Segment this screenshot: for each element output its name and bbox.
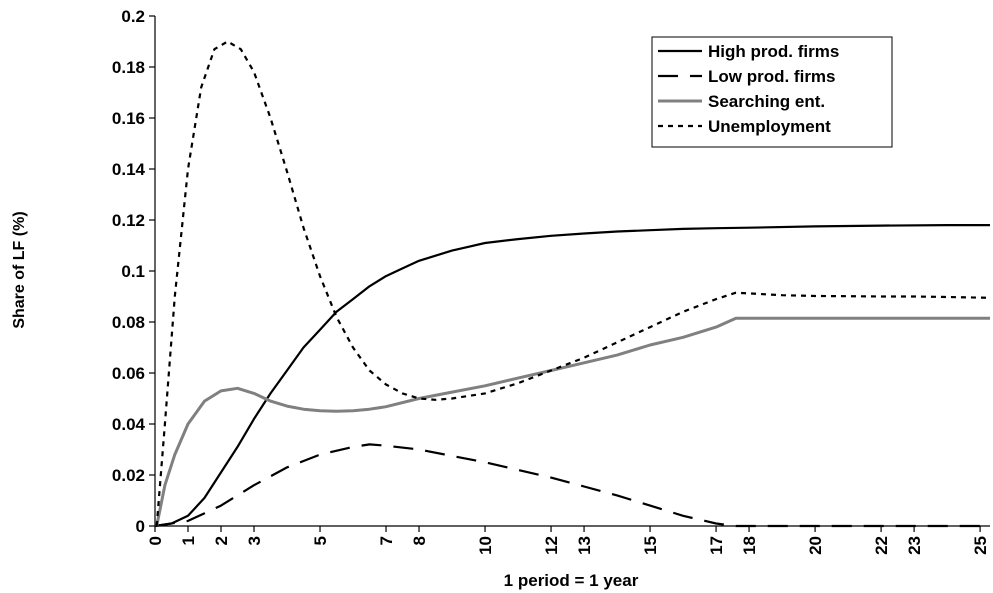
x-tick-label: 22 (872, 536, 891, 555)
legend-label: High prod. firms (708, 42, 839, 61)
x-tick-label: 13 (575, 536, 594, 555)
legend: High prod. firms Low prod. firms Searching… (651, 36, 893, 148)
x-tick-label: 0 (146, 536, 165, 545)
y-tick-label: 0.2 (121, 7, 145, 26)
x-tick-label: 25 (971, 536, 990, 555)
y-tick-label: 0.08 (112, 313, 145, 332)
y-axis-title: Share of LF (%) (11, 211, 28, 328)
series-line-searching-ent (155, 316, 990, 527)
x-tick-label: 18 (740, 536, 759, 555)
x-tick-label: 17 (707, 536, 726, 555)
x-axis: 0 1 2 3 5 7 8 10 12 13 15 17 18 20 22 23 25 (146, 526, 990, 555)
y-axis: 0 0.02 0.04 0.06 0.08 0.1 0.12 0.14 0.16 0.18 0.2 (112, 7, 155, 536)
y-tick-label: 0.04 (112, 415, 146, 434)
x-tick-label: 15 (641, 536, 660, 555)
x-tick-label: 3 (245, 536, 264, 545)
x-axis-title: 1 period = 1 year (504, 571, 639, 590)
x-tick-label: 1 (179, 536, 198, 545)
x-tick-label: 12 (542, 536, 561, 555)
legend-label: Unemployment (708, 117, 831, 136)
y-tick-label: 0 (136, 517, 145, 536)
y-tick-label: 0.16 (112, 109, 145, 128)
x-tick-label: 23 (905, 536, 924, 555)
y-tick-label: 0.1 (121, 262, 145, 281)
series-line-low-prod-firms (154, 443, 990, 528)
x-tick-label: 20 (806, 536, 825, 555)
x-tick-label: 2 (212, 536, 231, 545)
legend-label: Low prod. firms (708, 67, 836, 86)
series-line-high-prod-firms (154, 224, 990, 528)
x-tick-label: 7 (377, 536, 396, 545)
x-tick-label: 8 (410, 536, 429, 545)
y-tick-label: 0.18 (112, 58, 145, 77)
legend-label: Searching ent. (708, 92, 825, 111)
y-tick-label: 0.02 (112, 466, 145, 485)
y-tick-label: 0.06 (112, 364, 145, 383)
x-tick-label: 5 (311, 536, 330, 545)
y-tick-label: 0.12 (112, 211, 145, 230)
y-tick-label: 0.14 (112, 160, 146, 179)
legend-box (651, 36, 893, 148)
x-tick-label: 10 (476, 536, 495, 555)
